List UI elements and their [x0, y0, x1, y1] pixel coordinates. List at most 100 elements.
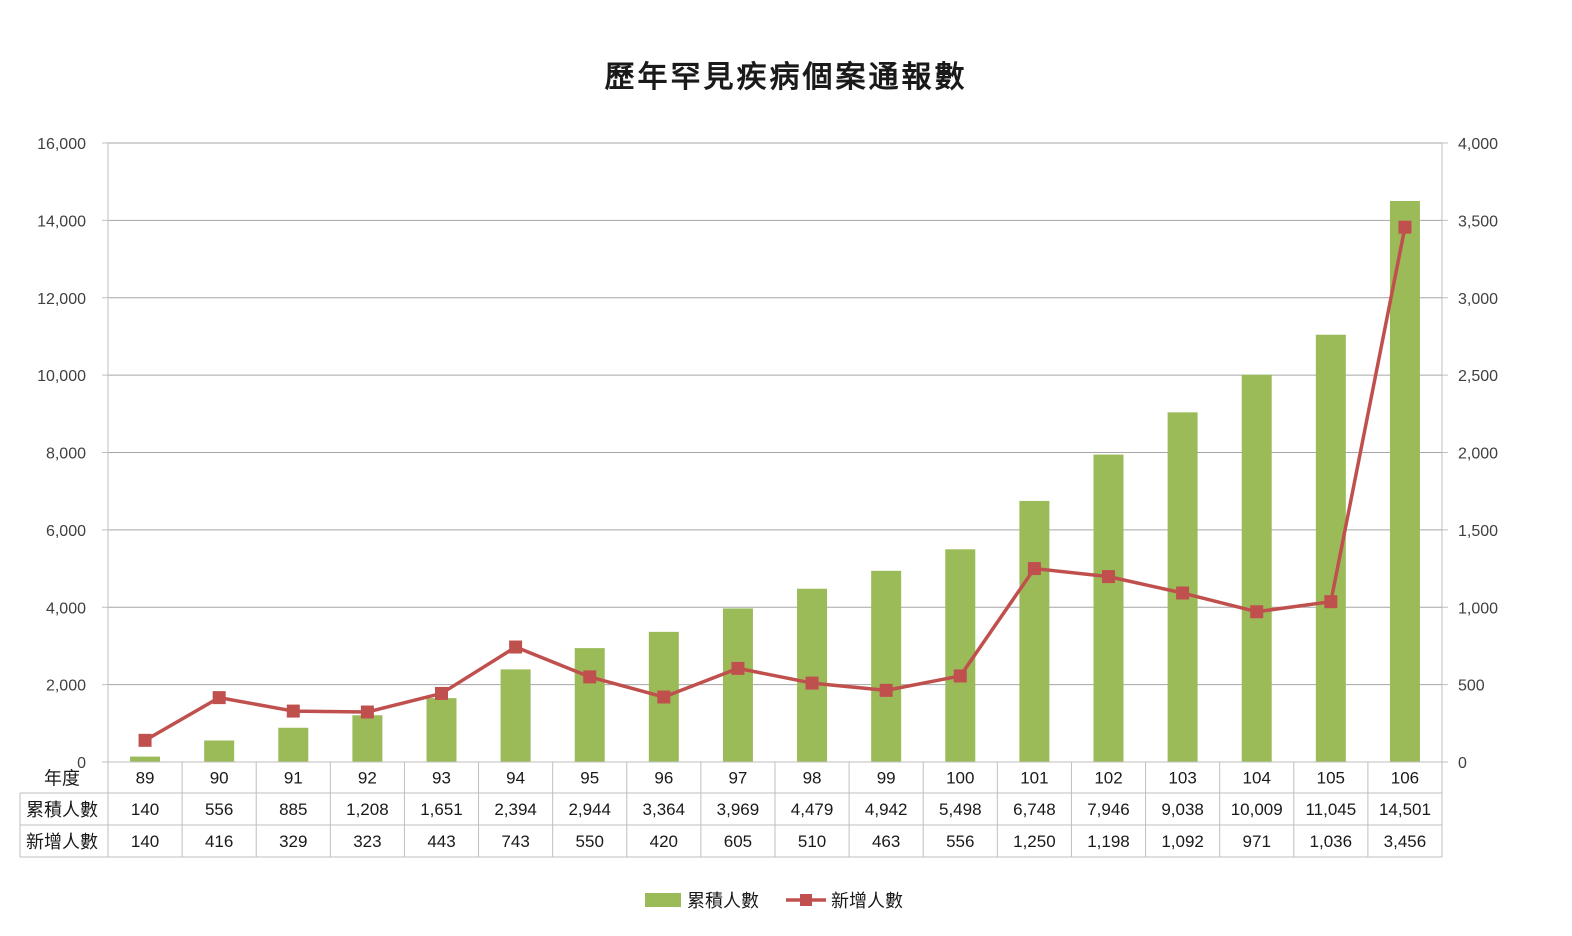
x-tick-label: 93	[432, 769, 451, 788]
left-tick-label: 12,000	[37, 291, 86, 308]
right-tick-label: 3,000	[1458, 291, 1498, 308]
right-y-axis: 0 500 1,000 1,500 2,000 2,500 3,000 3,500 4,000	[1441, 136, 1498, 772]
table-cell-cumulative: 11,045	[1305, 800, 1356, 819]
table-cell-cumulative: 1,651	[420, 800, 463, 819]
table-cell-cumulative: 2,394	[494, 800, 537, 819]
table-cell-cumulative: 1,208	[346, 800, 389, 819]
x-tick-label: 100	[946, 769, 974, 788]
left-tick-label: 8,000	[46, 446, 86, 463]
table-cell-new: 416	[205, 832, 233, 851]
bar-92	[352, 715, 383, 762]
marker-101	[1027, 562, 1041, 576]
legend: 累積人數 新增人數	[645, 891, 903, 912]
table-cell-cumulative: 3,969	[717, 800, 760, 819]
table-cell-cumulative: 3,364	[643, 800, 686, 819]
marker-92	[360, 705, 374, 719]
left-tick-label: 2,000	[46, 678, 86, 695]
bar-101	[1019, 500, 1050, 762]
left-tick-label: 14,000	[37, 213, 86, 230]
legend-swatch-cumulative	[645, 893, 681, 907]
right-tick-label: 3,500	[1458, 213, 1498, 230]
marker-94	[509, 640, 523, 654]
x-tick-label: 89	[136, 769, 155, 788]
left-y-axis: 0 2,000 4,000 6,000 8,000 10,000 12,000 14,000 1…	[37, 136, 109, 772]
bar-97	[722, 608, 753, 762]
x-tick-label: 106	[1391, 769, 1419, 788]
marker-102	[1102, 570, 1115, 584]
table-cell-new: 743	[501, 832, 529, 851]
bar-99	[871, 570, 902, 762]
table-cell-new: 1,092	[1161, 832, 1204, 851]
x-tick-label: 98	[803, 769, 822, 788]
marker-89	[138, 733, 152, 747]
table-cell-new: 140	[131, 832, 159, 851]
right-tick-label: 2,500	[1458, 368, 1498, 385]
table-cell-cumulative: 5,498	[939, 800, 982, 819]
table-cell-new: 463	[872, 832, 900, 851]
new-cases-line	[144, 226, 1407, 742]
chart-title: 歷年罕見疾病個案通報數	[604, 60, 968, 95]
bar-95	[574, 648, 605, 762]
table-cell-new: 323	[353, 832, 381, 851]
marker-104	[1250, 605, 1264, 619]
legend-label-new: 新增人數	[831, 891, 903, 912]
table-cell-new: 510	[798, 832, 826, 851]
bar-90	[204, 740, 235, 762]
marker-90	[212, 691, 226, 705]
table-cell-cumulative: 556	[205, 800, 233, 819]
right-tick-label: 1,000	[1458, 600, 1498, 617]
bar-106	[1389, 200, 1420, 763]
left-tick-label: 0	[77, 755, 86, 772]
x-tick-label: 94	[506, 769, 525, 788]
table-cell-cumulative: 885	[279, 800, 307, 819]
x-tick-label: 92	[358, 769, 377, 788]
x-tick-label: 101	[1020, 769, 1048, 788]
x-tick-label: 97	[728, 769, 747, 788]
table-cell-cumulative: 14,501	[1379, 800, 1431, 819]
x-tick-label: 104	[1243, 769, 1271, 788]
table-cell-new: 556	[946, 832, 974, 851]
bar-102	[1093, 454, 1124, 762]
bar-93	[426, 698, 457, 762]
right-tick-label: 500	[1458, 678, 1485, 695]
right-tick-label: 0	[1458, 755, 1467, 772]
x-tick-label: 99	[877, 769, 896, 788]
left-tick-label: 10,000	[37, 368, 86, 385]
x-tick-label: 91	[284, 769, 303, 788]
x-tick-label: 96	[654, 769, 673, 788]
table-header-year: 年度	[44, 769, 80, 790]
bar-94	[500, 669, 531, 762]
marker-98	[805, 676, 819, 690]
table-row-label-cumulative: 累積人數	[26, 800, 98, 821]
marker-103	[1176, 586, 1190, 600]
bar-91	[278, 727, 309, 762]
marker-96	[657, 690, 671, 704]
marker-97	[731, 661, 745, 675]
table-cell-cumulative: 4,942	[865, 800, 908, 819]
gridlines	[108, 142, 1442, 686]
bar-100	[945, 549, 976, 762]
table-cell-cumulative: 10,009	[1231, 800, 1283, 819]
table-cell-new: 605	[724, 832, 752, 851]
table-cell-new: 420	[650, 832, 678, 851]
table-cell-new: 550	[576, 832, 604, 851]
marker-91	[286, 704, 300, 718]
x-tick-label: 95	[580, 769, 599, 788]
table-cell-new: 3,456	[1384, 832, 1427, 851]
table-cell-new: 971	[1243, 832, 1271, 851]
marker-100	[953, 669, 967, 683]
table-cell-cumulative: 2,944	[568, 800, 611, 819]
table-cell-new: 443	[427, 832, 455, 851]
table-cell-new: 1,198	[1087, 832, 1130, 851]
x-tick-label: 103	[1168, 769, 1196, 788]
right-tick-label: 4,000	[1458, 136, 1498, 153]
right-tick-label: 2,000	[1458, 446, 1498, 463]
table-cell-new: 329	[279, 832, 307, 851]
x-tick-label: 105	[1317, 769, 1345, 788]
bar-series-cumulative	[130, 200, 1420, 763]
x-tick-label: 90	[210, 769, 229, 788]
table-row-label-new: 新增人數	[26, 832, 98, 853]
table-cell-cumulative: 4,479	[791, 800, 834, 819]
